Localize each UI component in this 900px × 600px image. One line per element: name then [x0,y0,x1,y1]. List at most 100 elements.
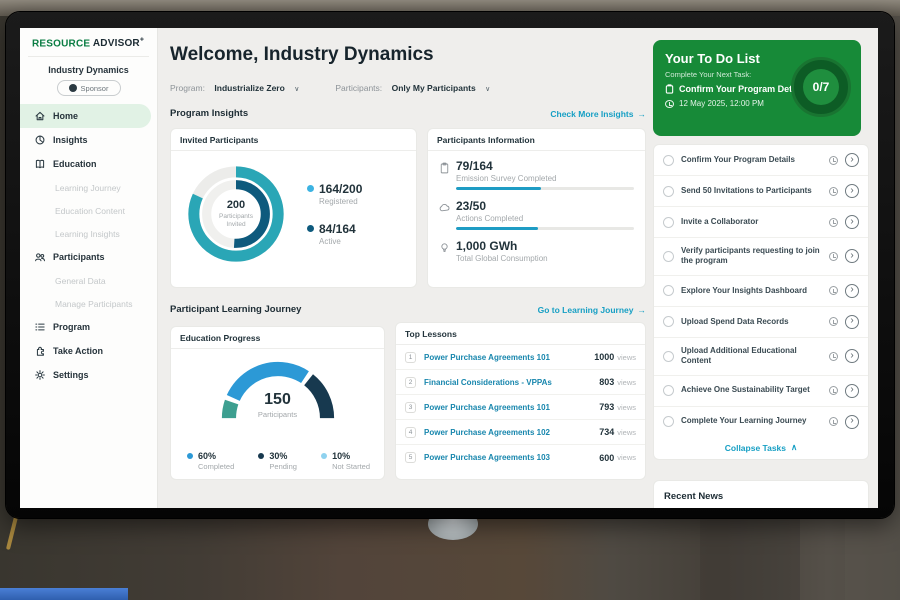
sidebar-item-home[interactable]: Home [20,104,151,129]
gear-icon [35,370,45,381]
education-progress-card: Education Progress 150 Participants 60% … [170,326,385,480]
legend-completed: 60% Completed [187,451,234,471]
clock-icon [829,286,838,296]
insights-icon [35,135,45,145]
lesson-row: 5 Power Purchase Agreements 103 600 views [396,445,645,470]
invited-donut-chart: 200 Participants Invited [181,159,291,269]
task-open-button[interactable] [845,249,859,264]
task-row[interactable]: Send 50 Invitations to Participants [654,176,868,207]
task-row[interactable]: Upload Additional Educational Content [654,338,868,376]
main-content: Welcome, Industry Dynamics Program: Indu… [168,28,648,508]
lesson-link[interactable]: Power Purchase Agreements 101 [424,402,550,412]
sidebar-item-label: Program [53,322,91,333]
lesson-rank: 2 [405,376,416,388]
donut-center-value: 200 [226,198,246,211]
task-checkbox[interactable] [663,350,674,362]
task-open-button[interactable] [845,383,859,398]
task-open-button[interactable] [845,283,859,298]
task-row[interactable]: Upload Spend Data Records [654,307,868,338]
task-open-button[interactable] [845,414,859,429]
sidebar-item-participants[interactable]: Participants [20,245,157,269]
sidebar-item-manage-participants[interactable]: Manage Participants [20,292,157,315]
lesson-row: 1 Power Purchase Agreements 101 1000 view… [396,345,645,370]
clock-icon [829,251,838,261]
todo-progress-value: 0/7 [812,80,830,94]
task-open-button[interactable] [845,153,859,167]
lesson-link[interactable]: Power Purchase Agreements 101 [424,352,550,362]
sidebar-item-education-content[interactable]: Education Content [20,199,157,222]
todo-tasks-card: Confirm Your Program Details Send 50 Inv… [653,144,869,460]
task-checkbox[interactable] [663,385,674,397]
card-title: Participants Information [428,129,645,151]
sponsor-badge[interactable]: Sponsor [56,80,121,97]
task-checkbox[interactable] [663,416,674,428]
arrow-right-icon: → [637,304,647,315]
legend-pending: 30% Pending [258,451,297,471]
task-open-button[interactable] [845,349,859,364]
background-blue-strip [0,588,128,600]
metric-actions-completed: 23/50 Actions Completed [438,199,635,230]
lesson-link[interactable]: Power Purchase Agreements 103 [424,453,550,462]
task-open-button[interactable] [845,184,859,198]
participants-filter[interactable]: Participants: Only My Participants ∨ [335,78,490,96]
card-title: Education Progress [171,327,384,349]
actions-icon [439,203,450,212]
metric-total-consumption: 1,000 GWh Total Global Consumption [438,239,635,267]
sidebar-item-insights[interactable]: Insights [20,128,157,152]
sidebar-item-label: Learning Insights [55,228,120,239]
task-checkbox[interactable] [663,216,674,228]
sidebar-item-label: Learning Journey [55,182,121,193]
caret-up-icon: ∧ [791,442,798,453]
check-more-insights-link[interactable]: Check More Insights → [550,108,646,119]
task-checkbox[interactable] [663,285,674,297]
program-filter-label: Program: [170,83,205,93]
legend-dot [258,453,265,459]
task-row[interactable]: Complete Your Learning Journey [654,407,868,437]
go-to-learning-journey-link[interactable]: Go to Learning Journey → [537,304,647,315]
task-row[interactable]: Explore Your Insights Dashboard [654,276,868,307]
participants-information-card: Participants Information 79/164 Emission… [427,128,646,288]
section-title: Participant Learning Journey [170,304,302,315]
task-row[interactable]: Confirm Your Program Details [654,145,868,176]
task-checkbox[interactable] [663,316,674,328]
sidebar-item-label: Education Content [55,205,125,216]
clock-icon [665,99,674,108]
education-gauge-chart: 150 Participants [171,357,384,441]
task-row[interactable]: Invite a Collaborator [654,207,868,238]
sponsor-label: Sponsor [80,83,109,93]
todo-panel: Your To Do List Complete Your Next Task:… [652,28,870,508]
progress-bar [456,227,634,230]
top-lessons-card: Top Lessons 1 Power Purchase Agreements … [395,322,646,480]
sidebar-item-general-data[interactable]: General Data [20,269,157,292]
page-title: Welcome, Industry Dynamics [170,44,434,65]
task-checkbox[interactable] [663,154,674,166]
sidebar-item-take-action[interactable]: Take Action [20,339,157,363]
dashboard-screen: RESOURCE ADVISOR+ Industry Dynamics Spon… [20,28,878,508]
sidebar-item-education[interactable]: Education [20,152,157,176]
lesson-row: 2 Financial Considerations - VPPAs 803 vi… [396,370,645,395]
lesson-rank: 5 [405,452,416,463]
task-checkbox[interactable] [663,185,674,197]
sidebar-item-learning-insights[interactable]: Learning Insights [20,222,157,245]
sidebar-item-learning-journey[interactable]: Learning Journey [20,176,157,199]
sidebar-item-label: Insights [53,135,88,146]
clock-icon [829,386,838,396]
collapse-tasks-link[interactable]: Collapse Tasks ∧ [724,442,798,453]
invited-body: 200 Participants Invited 164/200 Registe… [171,151,416,269]
app-logo: RESOURCE ADVISOR+ [20,28,157,56]
task-checkbox[interactable] [663,250,674,262]
lesson-link[interactable]: Power Purchase Agreements 102 [424,427,550,437]
task-row[interactable]: Verify participants requesting to join t… [654,238,868,276]
clock-icon [829,186,838,196]
task-row[interactable]: Achieve One Sustainability Target [654,376,868,407]
sidebar-item-program[interactable]: Program [20,315,157,339]
consumption-icon [441,243,448,252]
program-filter[interactable]: Program: Industrialize Zero ∨ [170,78,299,96]
lesson-rank: 1 [405,351,416,363]
lesson-rank: 3 [405,401,416,413]
sidebar-item-label: Participants [53,252,105,263]
sidebar-item-settings[interactable]: Settings [20,363,157,387]
task-open-button[interactable] [845,314,859,329]
task-open-button[interactable] [845,215,859,229]
lesson-link[interactable]: Financial Considerations - VPPAs [424,377,552,387]
